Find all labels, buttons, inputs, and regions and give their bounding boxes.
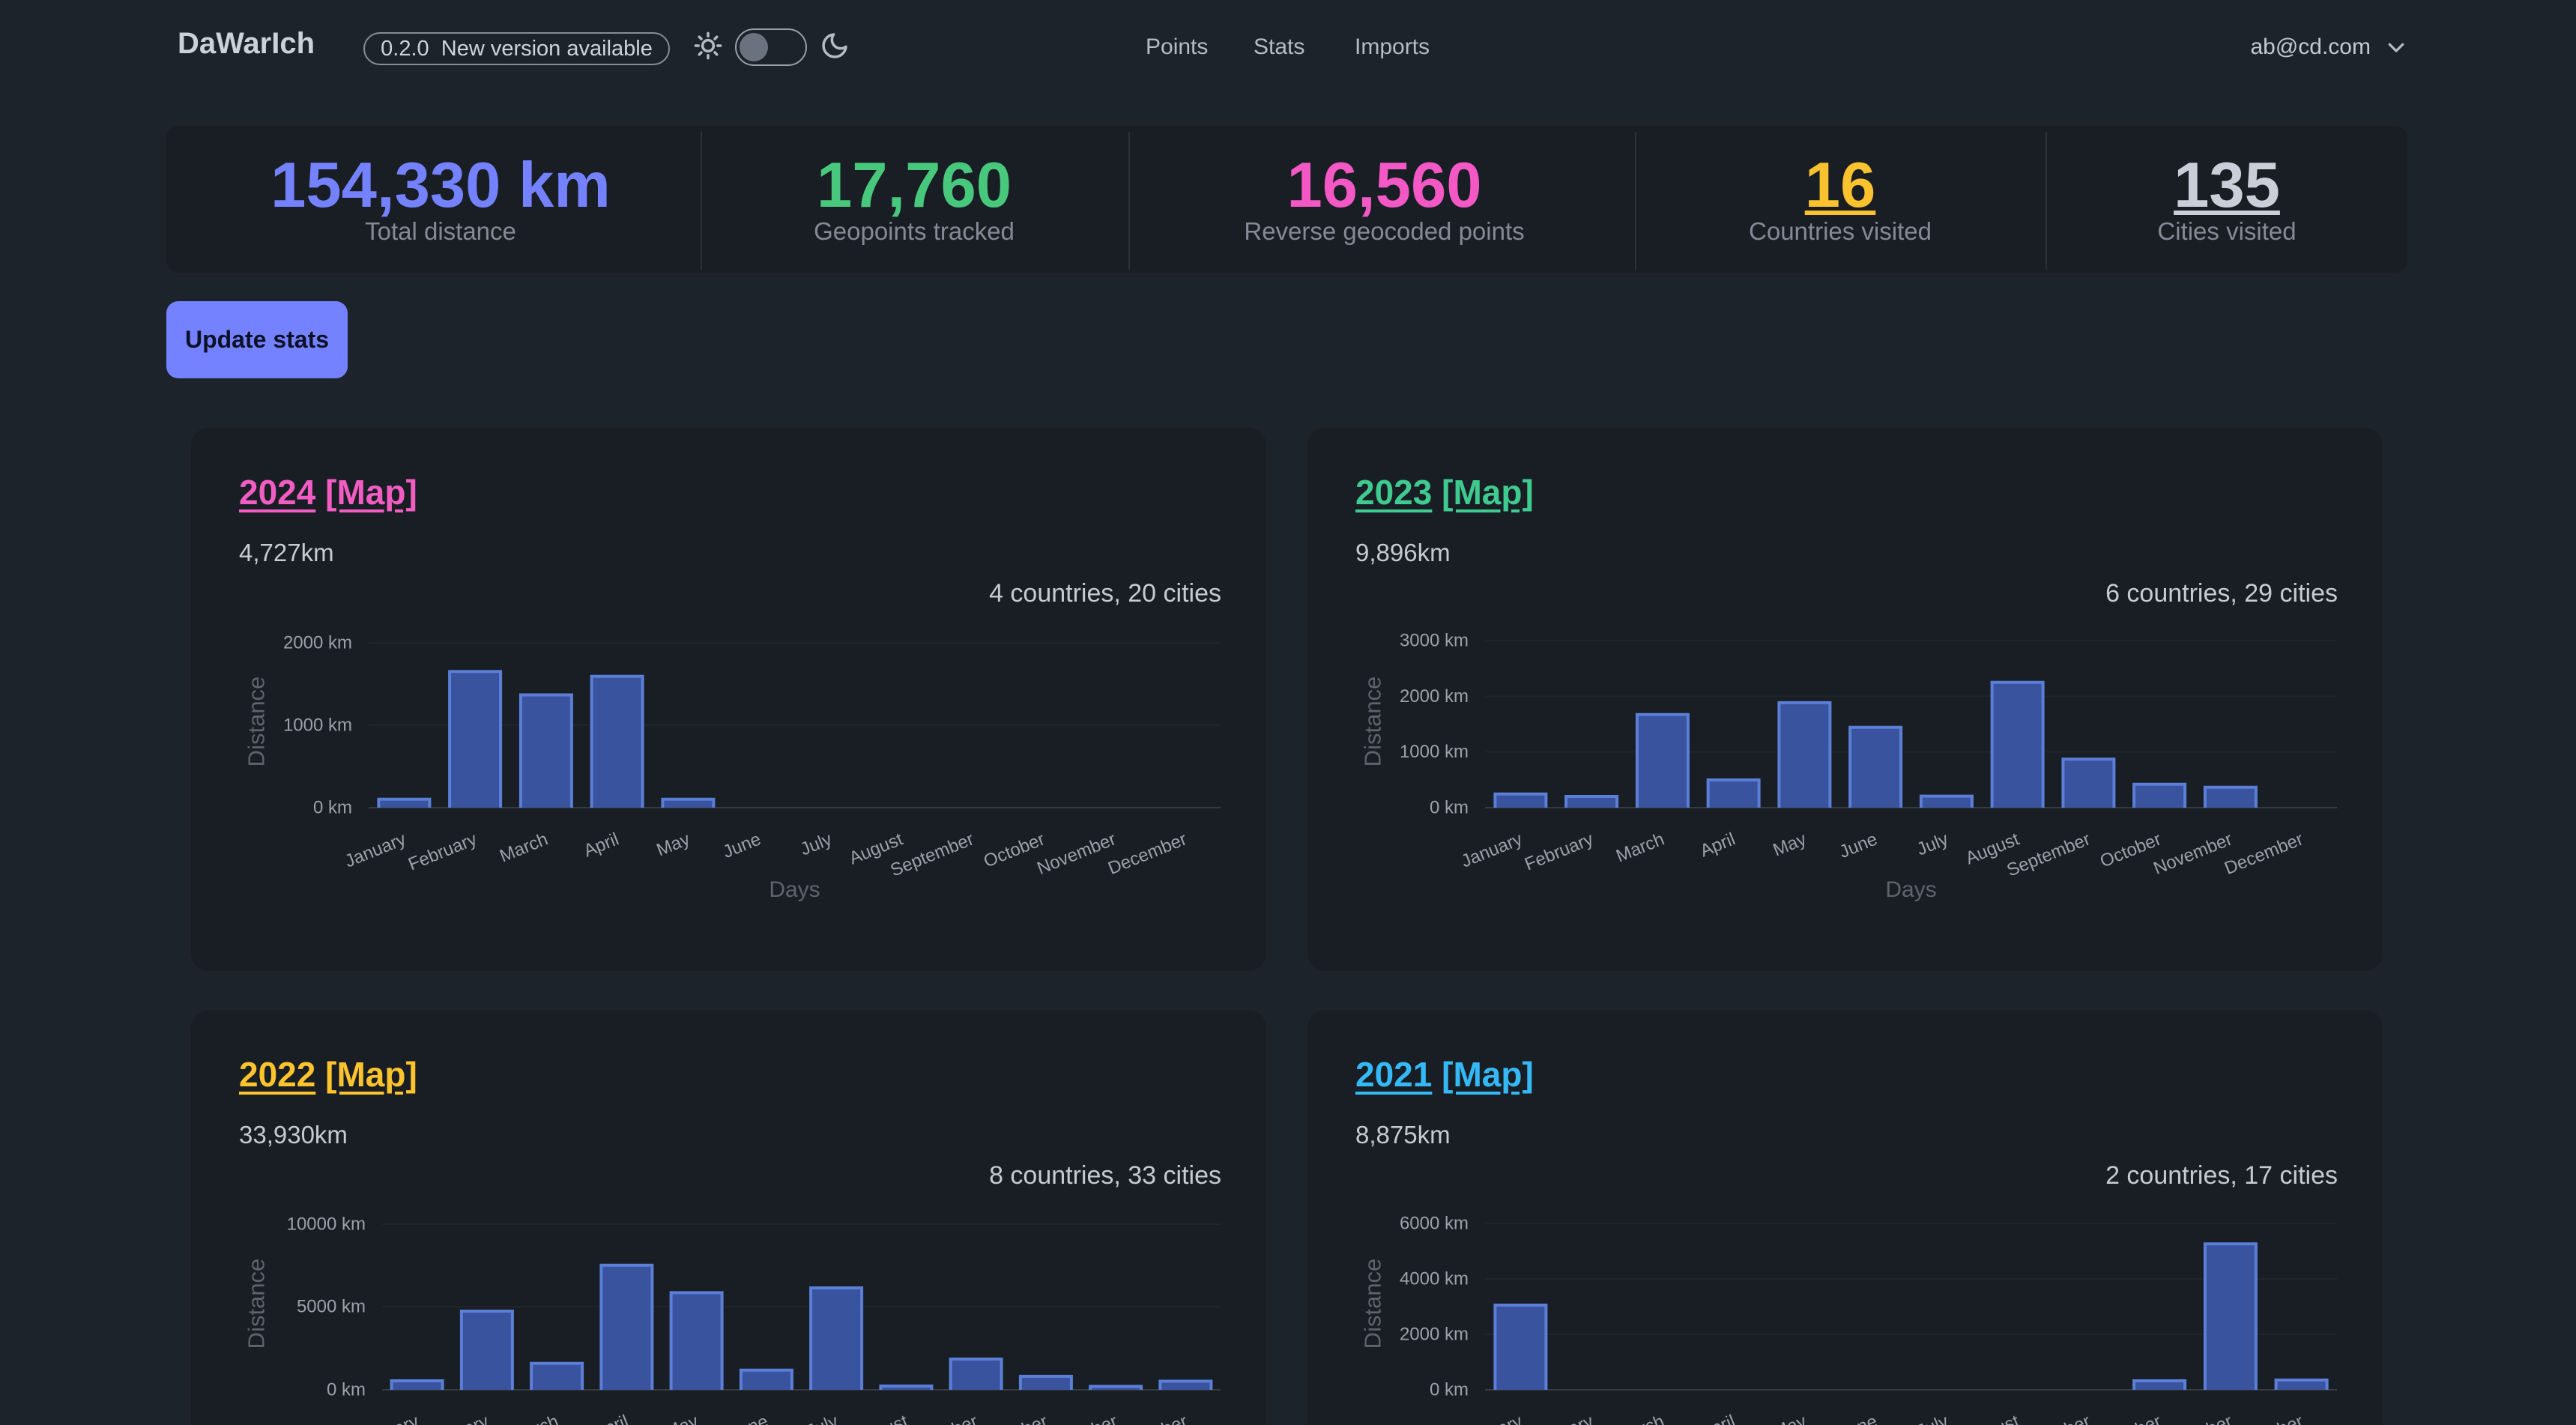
- svg-text:Distance: Distance: [1360, 1259, 1386, 1349]
- svg-text:2000 km: 2000 km: [1400, 1325, 1469, 1345]
- svg-text:February: February: [1522, 829, 1596, 875]
- svg-text:January: January: [355, 1412, 422, 1425]
- svg-text:0 km: 0 km: [313, 798, 352, 818]
- svg-text:January: January: [342, 829, 408, 872]
- svg-text:December: December: [2222, 1412, 2306, 1425]
- svg-text:0 km: 0 km: [327, 1380, 366, 1400]
- svg-text:March: March: [507, 1412, 561, 1425]
- svg-text:December: December: [2222, 829, 2306, 880]
- svg-text:April: April: [590, 1412, 632, 1425]
- svg-text:3000 km: 3000 km: [1400, 631, 1469, 651]
- svg-text:March: March: [1613, 829, 1667, 867]
- svg-text:December: December: [1106, 1412, 1191, 1425]
- svg-text:May: May: [1770, 829, 1809, 861]
- svg-text:May: May: [1770, 1412, 1809, 1425]
- svg-text:April: April: [581, 829, 622, 862]
- svg-text:July: July: [804, 1412, 841, 1425]
- svg-text:June: June: [720, 829, 764, 863]
- svg-text:January: January: [1458, 829, 1525, 872]
- svg-text:November: November: [2150, 1412, 2235, 1425]
- svg-text:November: November: [1036, 1412, 1121, 1425]
- svg-text:March: March: [1613, 1412, 1667, 1425]
- svg-text:Distance: Distance: [244, 677, 270, 767]
- svg-text:Days: Days: [769, 877, 820, 902]
- svg-text:1000 km: 1000 km: [1400, 742, 1469, 762]
- svg-text:Distance: Distance: [244, 1259, 270, 1349]
- svg-text:February: February: [1522, 1412, 1596, 1425]
- svg-text:Days: Days: [1885, 877, 1936, 902]
- svg-text:May: May: [653, 829, 692, 861]
- svg-text:August: August: [1962, 1411, 2022, 1425]
- svg-text:November: November: [2150, 829, 2235, 880]
- svg-text:10000 km: 10000 km: [287, 1214, 366, 1235]
- svg-text:2000 km: 2000 km: [283, 633, 352, 653]
- svg-text:Distance: Distance: [1360, 677, 1386, 767]
- svg-text:October: October: [984, 1412, 1050, 1425]
- svg-text:August: August: [851, 1411, 911, 1425]
- svg-text:April: April: [1697, 829, 1738, 862]
- svg-text:4000 km: 4000 km: [1400, 1269, 1469, 1289]
- svg-text:6000 km: 6000 km: [1400, 1214, 1469, 1234]
- svg-text:February: February: [417, 1412, 492, 1425]
- svg-text:1000 km: 1000 km: [283, 715, 352, 736]
- svg-text:January: January: [1458, 1412, 1525, 1425]
- svg-text:July: July: [1914, 1412, 1951, 1425]
- svg-text:5000 km: 5000 km: [297, 1297, 366, 1317]
- svg-text:0 km: 0 km: [1430, 1380, 1469, 1400]
- svg-text:June: June: [1836, 829, 1880, 863]
- svg-text:April: April: [1697, 1412, 1738, 1425]
- svg-text:June: June: [1836, 1412, 1880, 1425]
- svg-text:November: November: [1034, 829, 1119, 880]
- svg-text:February: February: [405, 829, 480, 875]
- svg-text:June: June: [728, 1412, 771, 1425]
- svg-text:0 km: 0 km: [1430, 798, 1469, 818]
- svg-text:December: December: [1105, 829, 1190, 880]
- svg-text:July: July: [797, 829, 835, 860]
- svg-text:October: October: [2097, 1412, 2164, 1425]
- svg-text:2000 km: 2000 km: [1400, 686, 1469, 707]
- svg-text:July: July: [1914, 829, 1951, 860]
- svg-text:May: May: [662, 1412, 701, 1425]
- svg-text:March: March: [497, 829, 551, 867]
